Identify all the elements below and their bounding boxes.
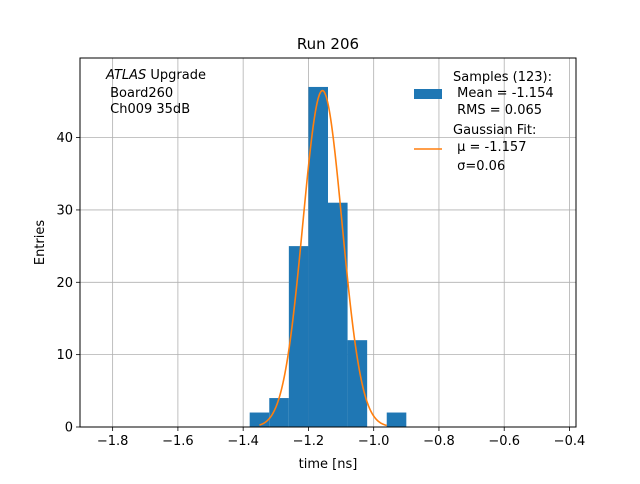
gaussian-fit [259,89,387,427]
x-tick-label-6: −0.6 [488,434,520,449]
legend-samples-count: Samples (123): [453,70,552,85]
legend: Samples (123): Mean = -1.154 RMS = 0.065… [414,70,554,174]
annotation-line-atlas: ATLAS Upgrade [105,68,206,83]
annotation-board: Board260 [106,86,173,101]
x-tick-label-1: −1.6 [162,434,194,449]
annotation-upgrade: Upgrade [146,68,206,83]
legend-rms: RMS = 0.065 [453,103,542,118]
legend-mean: Mean = -1.154 [453,86,554,101]
annotation-channel: Ch009 35dB [106,102,190,117]
x-axis-ticks: −1.8 −1.6 −1.4 −1.2 −1.0 −0.8 −0.6 −0.4 [97,427,585,449]
legend-fit-sigma: σ=0.06 [453,159,505,174]
y-tick-label-4: 40 [56,131,73,146]
y-axis-label: Entries [33,220,48,266]
annotation-atlas-italic: ATLAS [105,68,146,83]
histogram-bar-4 [328,202,348,427]
x-tick-label-2: −1.4 [227,434,259,449]
y-tick-label-0: 0 [65,421,73,436]
x-tick-label-7: −0.4 [554,434,586,449]
x-axis-label: time [ns] [299,457,358,472]
chart-title: Run 206 [297,35,359,53]
legend-histogram-swatch [414,89,442,99]
histogram-bar-7 [386,412,407,427]
y-tick-label-3: 30 [56,203,73,218]
y-tick-label-2: 20 [56,276,73,291]
axes-frame [79,57,577,428]
y-tick-label-1: 10 [56,348,73,363]
atlas-annotation: ATLAS Upgrade Board260 Ch009 35dB [105,68,206,117]
x-tick-label-3: −1.2 [293,434,325,449]
gaussian-fit-curve [259,89,387,427]
legend-fit-title: Gaussian Fit: [453,123,536,138]
x-tick-label-4: −1.0 [358,434,390,449]
histogram-bar-3 [308,86,328,428]
x-tick-label-0: −1.8 [97,434,129,449]
legend-fit-mu: μ = -1.157 [453,140,526,155]
histogram-bar-5 [347,340,368,427]
histogram-bar-2 [288,246,309,427]
y-axis-ticks: 0 10 20 30 40 [56,131,80,436]
x-tick-label-5: −0.8 [423,434,455,449]
histogram-bar-1 [269,398,289,427]
